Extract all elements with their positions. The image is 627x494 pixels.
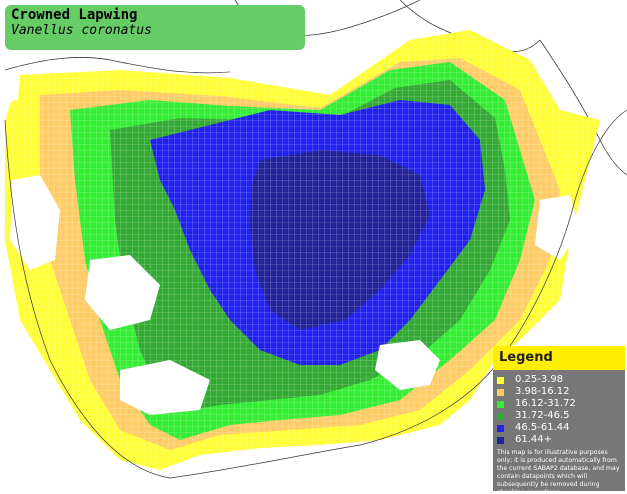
coastline (4, 109, 627, 479)
legend-swatch (497, 400, 504, 408)
species-common-name: Crowned Lapwing (11, 7, 138, 23)
legend-item: 61.44+ (497, 434, 625, 446)
legend-list: 0.25-3.98 3.98-16.12 16.12-31.72 31.72-4… (493, 370, 625, 446)
legend-swatch (497, 436, 504, 444)
legend-swatch (497, 412, 504, 420)
legend-heading: Legend (493, 346, 625, 370)
species-scientific-name: Vanellus coronatus (11, 23, 152, 38)
legend-label: 3.98-16.12 (515, 386, 570, 397)
map-legend: Legend 0.25-3.98 3.98-16.12 16.12-31.72 … (493, 346, 625, 494)
legend-label: 46.5-61.44 (515, 422, 570, 433)
legend-swatch (497, 376, 504, 384)
legend-item: 31.72-46.5 (497, 410, 625, 422)
legend-item: 3.98-16.12 (497, 386, 625, 398)
legend-item: 0.25-3.98 (497, 374, 625, 386)
legend-label: 31.72-46.5 (515, 410, 570, 421)
legend-label: 61.44+ (515, 434, 553, 445)
legend-item: 16.12-31.72 (497, 398, 625, 410)
legend-swatch (497, 388, 504, 396)
legend-label: 0.25-3.98 (515, 374, 564, 385)
species-title-box: Crowned Lapwing Vanellus coronatus (5, 5, 305, 50)
legend-disclaimer: This map is for illustrative purposes on… (497, 449, 620, 494)
legend-item: 46.5-61.44 (497, 422, 625, 434)
legend-swatch (497, 424, 504, 432)
legend-label: 16.12-31.72 (515, 398, 576, 409)
